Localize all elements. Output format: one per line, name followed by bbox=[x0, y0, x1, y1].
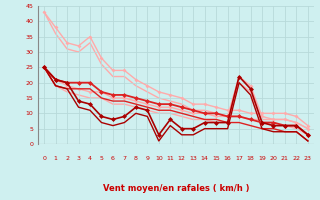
X-axis label: Vent moyen/en rafales ( km/h ): Vent moyen/en rafales ( km/h ) bbox=[103, 184, 249, 193]
